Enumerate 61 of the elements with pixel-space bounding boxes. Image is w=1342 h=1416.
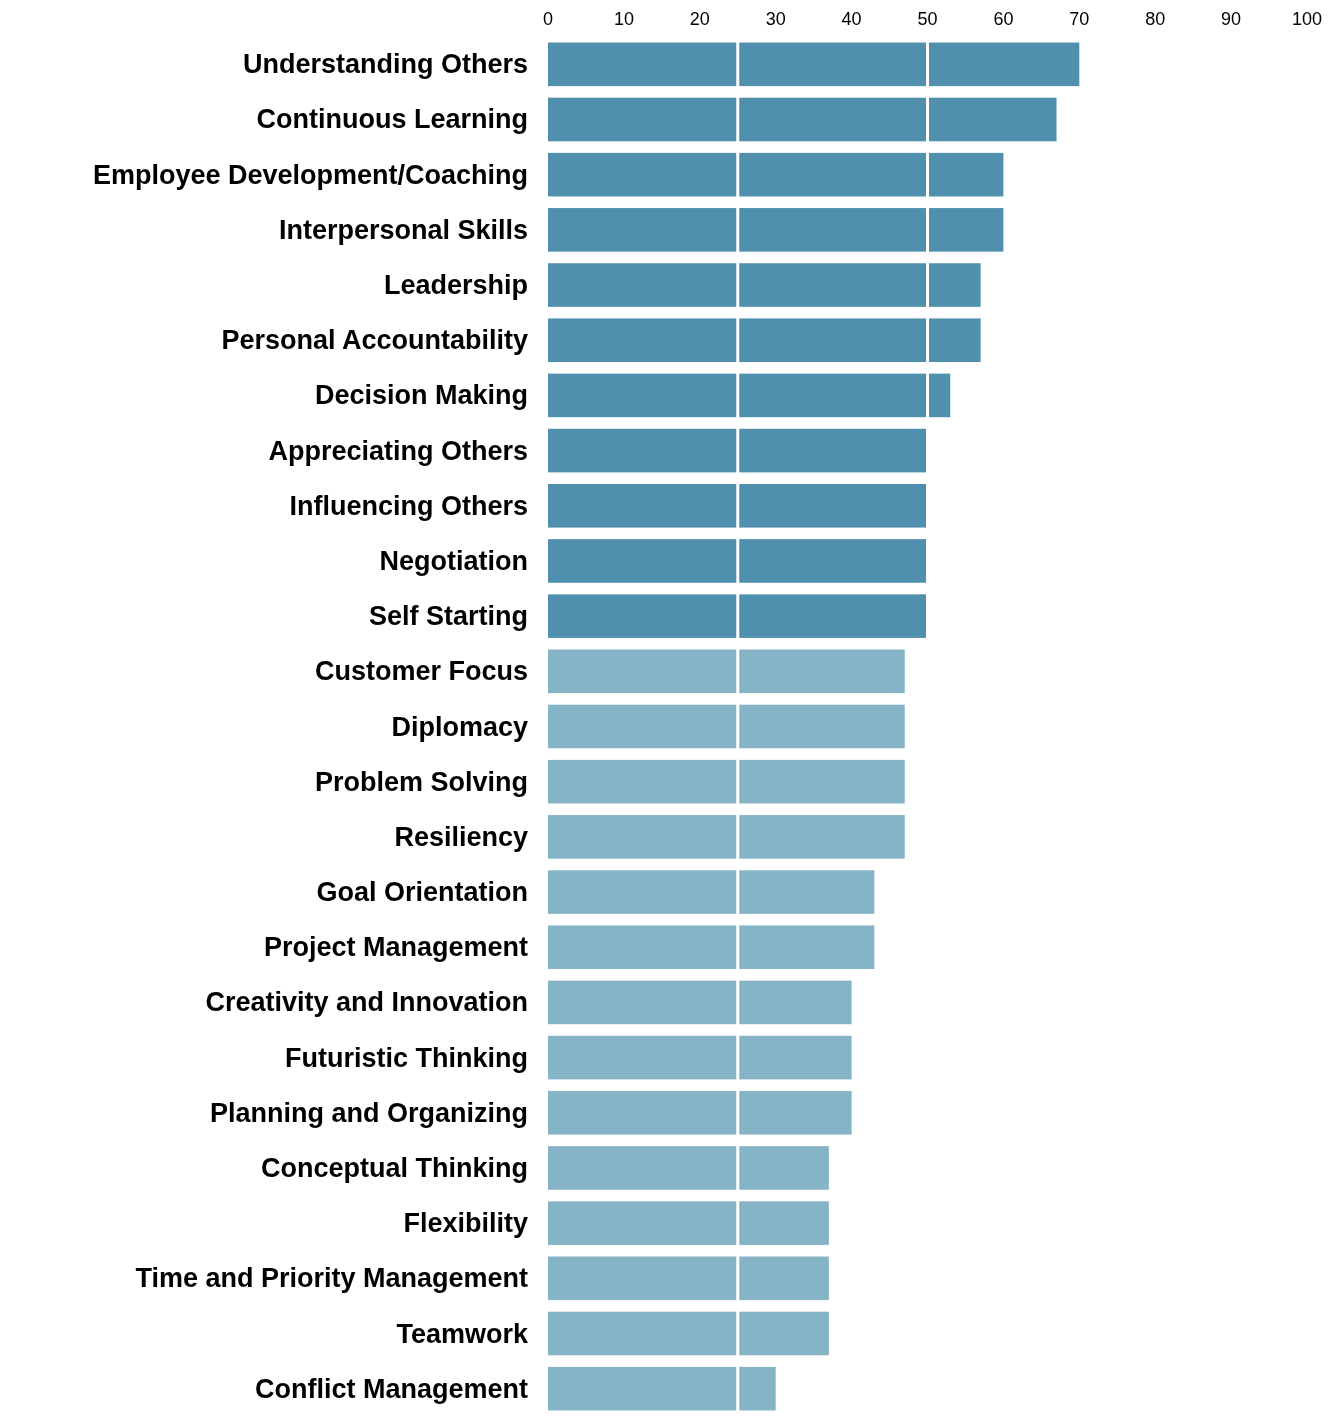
x-tick-label: 10 <box>613 9 634 29</box>
bar <box>548 594 928 638</box>
bar <box>548 649 905 694</box>
bar <box>548 704 905 749</box>
bar <box>548 483 928 528</box>
y-tick-label: Leadership <box>383 270 528 301</box>
x-tick-label: 70 <box>1069 9 1090 29</box>
y-tick-label: Planning and Organizing <box>209 1097 528 1128</box>
y-tick-label: Appreciating Others <box>268 435 528 466</box>
bar <box>548 208 1004 252</box>
y-tick-label: Self Starting <box>368 601 528 632</box>
y-tick-label: Employee Development/Coaching <box>92 159 528 190</box>
bar <box>548 1201 829 1245</box>
bar <box>548 1035 852 1080</box>
x-tick-label: 50 <box>917 9 938 29</box>
y-tick-label: Problem Solving <box>314 766 528 797</box>
bar <box>548 373 951 418</box>
x-tick-label: 90 <box>1221 9 1242 29</box>
bar <box>548 318 981 363</box>
x-tick-label: 20 <box>689 9 710 29</box>
y-tick-label: Resiliency <box>394 821 528 852</box>
y-tick-label: Diplomacy <box>391 711 528 742</box>
y-tick-label: Negotiation <box>379 545 528 576</box>
y-tick-label: Influencing Others <box>289 490 528 521</box>
bar <box>548 1366 776 1411</box>
bar <box>548 152 1004 197</box>
bar <box>548 1256 829 1301</box>
bar <box>548 1090 852 1135</box>
x-tick-label: 60 <box>993 9 1014 29</box>
bar <box>548 815 905 859</box>
y-tick-label: Interpersonal Skills <box>278 214 528 245</box>
y-tick-label: Continuous Learning <box>256 104 528 135</box>
bar <box>548 1146 829 1190</box>
bar <box>548 1311 829 1356</box>
bar <box>548 539 928 583</box>
x-tick-label: 40 <box>841 9 862 29</box>
y-tick-label: Flexibility <box>403 1208 528 1239</box>
y-tick-label: Time and Priority Management <box>135 1263 528 1294</box>
y-tick-label: Futuristic Thinking <box>285 1042 528 1073</box>
bar <box>548 870 875 914</box>
y-tick-label: Personal Accountability <box>221 325 528 356</box>
x-tick-label: 30 <box>765 9 786 29</box>
y-tick-label: Conceptual Thinking <box>261 1152 528 1183</box>
bar <box>548 42 1080 87</box>
bar <box>548 759 905 804</box>
bar <box>548 263 981 307</box>
y-tick-label: Goal Orientation <box>316 877 528 908</box>
bar <box>548 428 928 473</box>
y-tick-label: Teamwork <box>396 1318 529 1349</box>
y-tick-label: Decision Making <box>314 380 528 411</box>
bar <box>548 925 875 970</box>
x-tick-label: 80 <box>1145 9 1166 29</box>
y-tick-label: Creativity and Innovation <box>205 987 528 1018</box>
bar <box>548 980 852 1025</box>
y-tick-label: Understanding Others <box>242 49 528 80</box>
y-tick-label: Conflict Management <box>254 1373 528 1404</box>
x-tick-label: 100 <box>1291 9 1323 29</box>
x-tick-label: 0 <box>542 9 554 29</box>
y-tick-label: Customer Focus <box>314 656 528 687</box>
bar <box>548 97 1057 142</box>
y-tick-label: Project Management <box>263 932 528 963</box>
